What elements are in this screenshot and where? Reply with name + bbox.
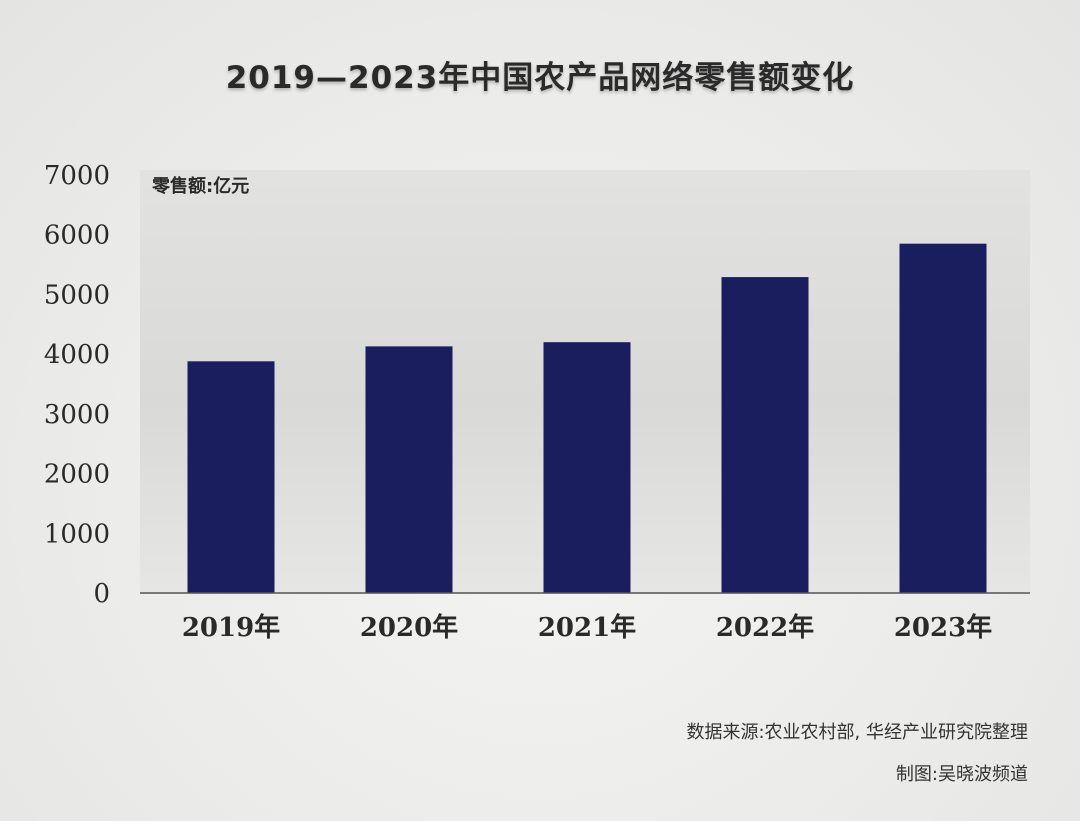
x-tick-label: 2023年 (894, 612, 992, 643)
y-tick-label: 0 (93, 579, 110, 609)
x-tick-label: 2020年 (360, 612, 458, 643)
y-tick-label: 2000 (44, 460, 110, 490)
unit-label: 零售额:亿元 (152, 176, 250, 197)
y-tick-label: 4000 (44, 340, 110, 370)
bar (721, 277, 809, 593)
bar (899, 243, 987, 593)
y-tick-label: 1000 (44, 519, 110, 549)
bar (187, 361, 275, 593)
y-tick-label: 6000 (44, 221, 110, 251)
chart-title: 2019—2023年中国农产品网络零售额变化 (225, 60, 855, 96)
x-tick-label: 2019年 (182, 612, 280, 643)
y-tick-label: 5000 (44, 280, 110, 310)
y-tick-label: 7000 (44, 161, 110, 191)
bar (365, 346, 453, 593)
source-note: 数据来源:农业农村部, 华经产业研究院整理 (686, 722, 1028, 743)
y-tick-label: 3000 (44, 400, 110, 430)
x-tick-label: 2022年 (716, 612, 814, 643)
x-tick-label: 2021年 (538, 612, 636, 643)
credit-note: 制图:吴晓波频道 (895, 764, 1028, 785)
bar (543, 342, 631, 593)
